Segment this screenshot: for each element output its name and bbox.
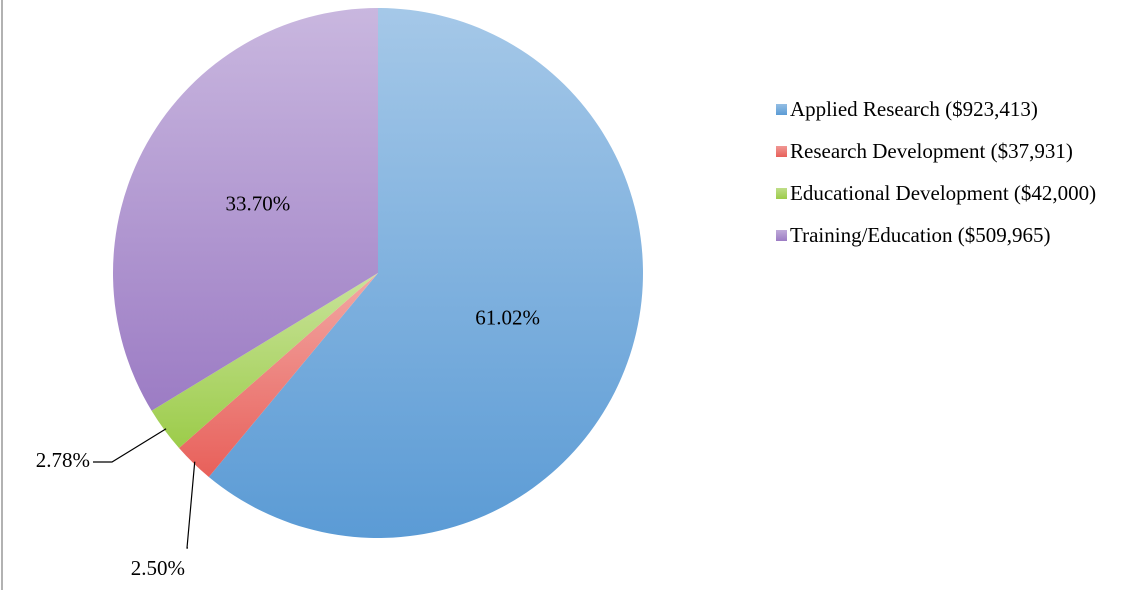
legend-label: Educational Development ($42,000) bbox=[790, 181, 1097, 205]
legend-swatch bbox=[776, 146, 787, 157]
data-label: 61.02% bbox=[475, 306, 540, 330]
legend: Applied Research ($923,413) Research Deve… bbox=[776, 96, 1121, 264]
pie-slice bbox=[151, 273, 378, 448]
legend-label: Applied Research ($923,413) bbox=[790, 97, 1038, 121]
leader-line bbox=[186, 461, 196, 549]
legend-item: Training/Education ($509,965) bbox=[776, 222, 1121, 248]
data-label: 2.78% bbox=[36, 448, 90, 472]
legend-item: Applied Research ($923,413) bbox=[776, 96, 1121, 122]
leader-line bbox=[93, 428, 167, 463]
legend-swatch bbox=[776, 188, 787, 199]
legend-item: Educational Development ($42,000) bbox=[776, 180, 1121, 206]
data-label: 33.70% bbox=[226, 191, 291, 215]
data-label: 2.50% bbox=[131, 556, 185, 580]
legend-swatch bbox=[776, 104, 787, 115]
legend-item: Research Development ($37,931) bbox=[776, 138, 1121, 164]
legend-label: Research Development ($37,931) bbox=[790, 139, 1073, 163]
legend-swatch bbox=[776, 230, 787, 241]
pie-slice bbox=[179, 273, 378, 477]
pie-slice bbox=[208, 8, 644, 538]
pie-slice bbox=[112, 8, 378, 411]
legend-label: Training/Education ($509,965) bbox=[790, 223, 1051, 247]
